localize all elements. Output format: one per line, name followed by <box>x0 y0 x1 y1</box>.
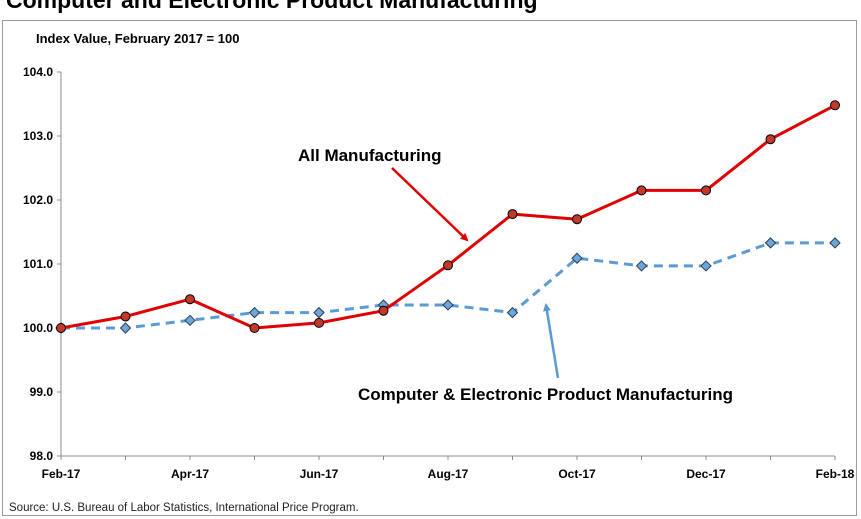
y-tick-label: 102.0 <box>23 193 53 207</box>
series-0 <box>56 100 840 333</box>
y-tick-label: 104.0 <box>23 65 53 79</box>
data-point <box>119 322 132 334</box>
data-point <box>571 252 583 264</box>
source-note: Source: U.S. Bureau of Labor Statistics,… <box>9 502 359 514</box>
x-tick-label: Oct-17 <box>558 467 596 481</box>
x-tick-label: Dec-17 <box>686 467 726 481</box>
series-label-computer-electronic: Computer & Electronic Product Manufactur… <box>358 385 733 404</box>
data-point <box>442 299 454 311</box>
axes: 98.0 99.0 100.0 101.0 102.0 103.0 104.0 Feb-17 A… <box>23 65 855 481</box>
data-point <box>635 260 648 272</box>
callout-arrow-computer-electronic <box>543 303 560 379</box>
y-axis-label: Index Value, February 2017 = 100 <box>36 31 239 46</box>
data-point <box>507 209 518 220</box>
data-point <box>56 323 66 333</box>
y-tick-label: 103.0 <box>23 129 53 143</box>
y-tick-label: 98.0 <box>30 449 54 463</box>
data-point <box>184 314 196 327</box>
chart-frame <box>2 20 857 516</box>
data-point <box>830 100 840 111</box>
callout-arrow-all-manufacturing <box>391 167 469 242</box>
x-tick-label: Jun-17 <box>300 467 339 481</box>
data-point <box>572 214 582 225</box>
data-point <box>700 260 712 272</box>
y-tick-label: 100.0 <box>23 321 53 335</box>
x-tick-label: Feb-18 <box>816 467 855 481</box>
page-title: Computer and Electronic Product Manufact… <box>6 0 538 13</box>
x-tick-label: Aug-17 <box>428 467 469 481</box>
series-line <box>61 241 835 330</box>
title-strip: Computer and Electronic Product Manufact… <box>0 0 861 20</box>
data-point <box>313 306 325 319</box>
data-point <box>249 323 260 333</box>
series-1 <box>55 237 841 334</box>
data-point <box>185 294 195 305</box>
series-layer <box>55 100 841 334</box>
y-tick-label: 99.0 <box>30 385 54 399</box>
data-point <box>248 306 261 319</box>
data-point <box>314 317 324 328</box>
series-line <box>60 103 836 330</box>
data-point <box>636 185 647 196</box>
data-point <box>765 134 776 145</box>
data-point <box>764 237 777 249</box>
y-tick-label: 101.0 <box>23 257 53 271</box>
x-tick-label: Feb-17 <box>42 467 81 481</box>
data-point <box>506 306 519 319</box>
data-point <box>120 311 131 322</box>
data-point <box>443 260 453 271</box>
series-label-all-manufacturing: All Manufacturing <box>298 146 442 165</box>
data-point <box>701 185 711 196</box>
data-point <box>378 305 389 316</box>
x-tick-label: Apr-17 <box>171 467 209 481</box>
data-point <box>829 237 841 249</box>
